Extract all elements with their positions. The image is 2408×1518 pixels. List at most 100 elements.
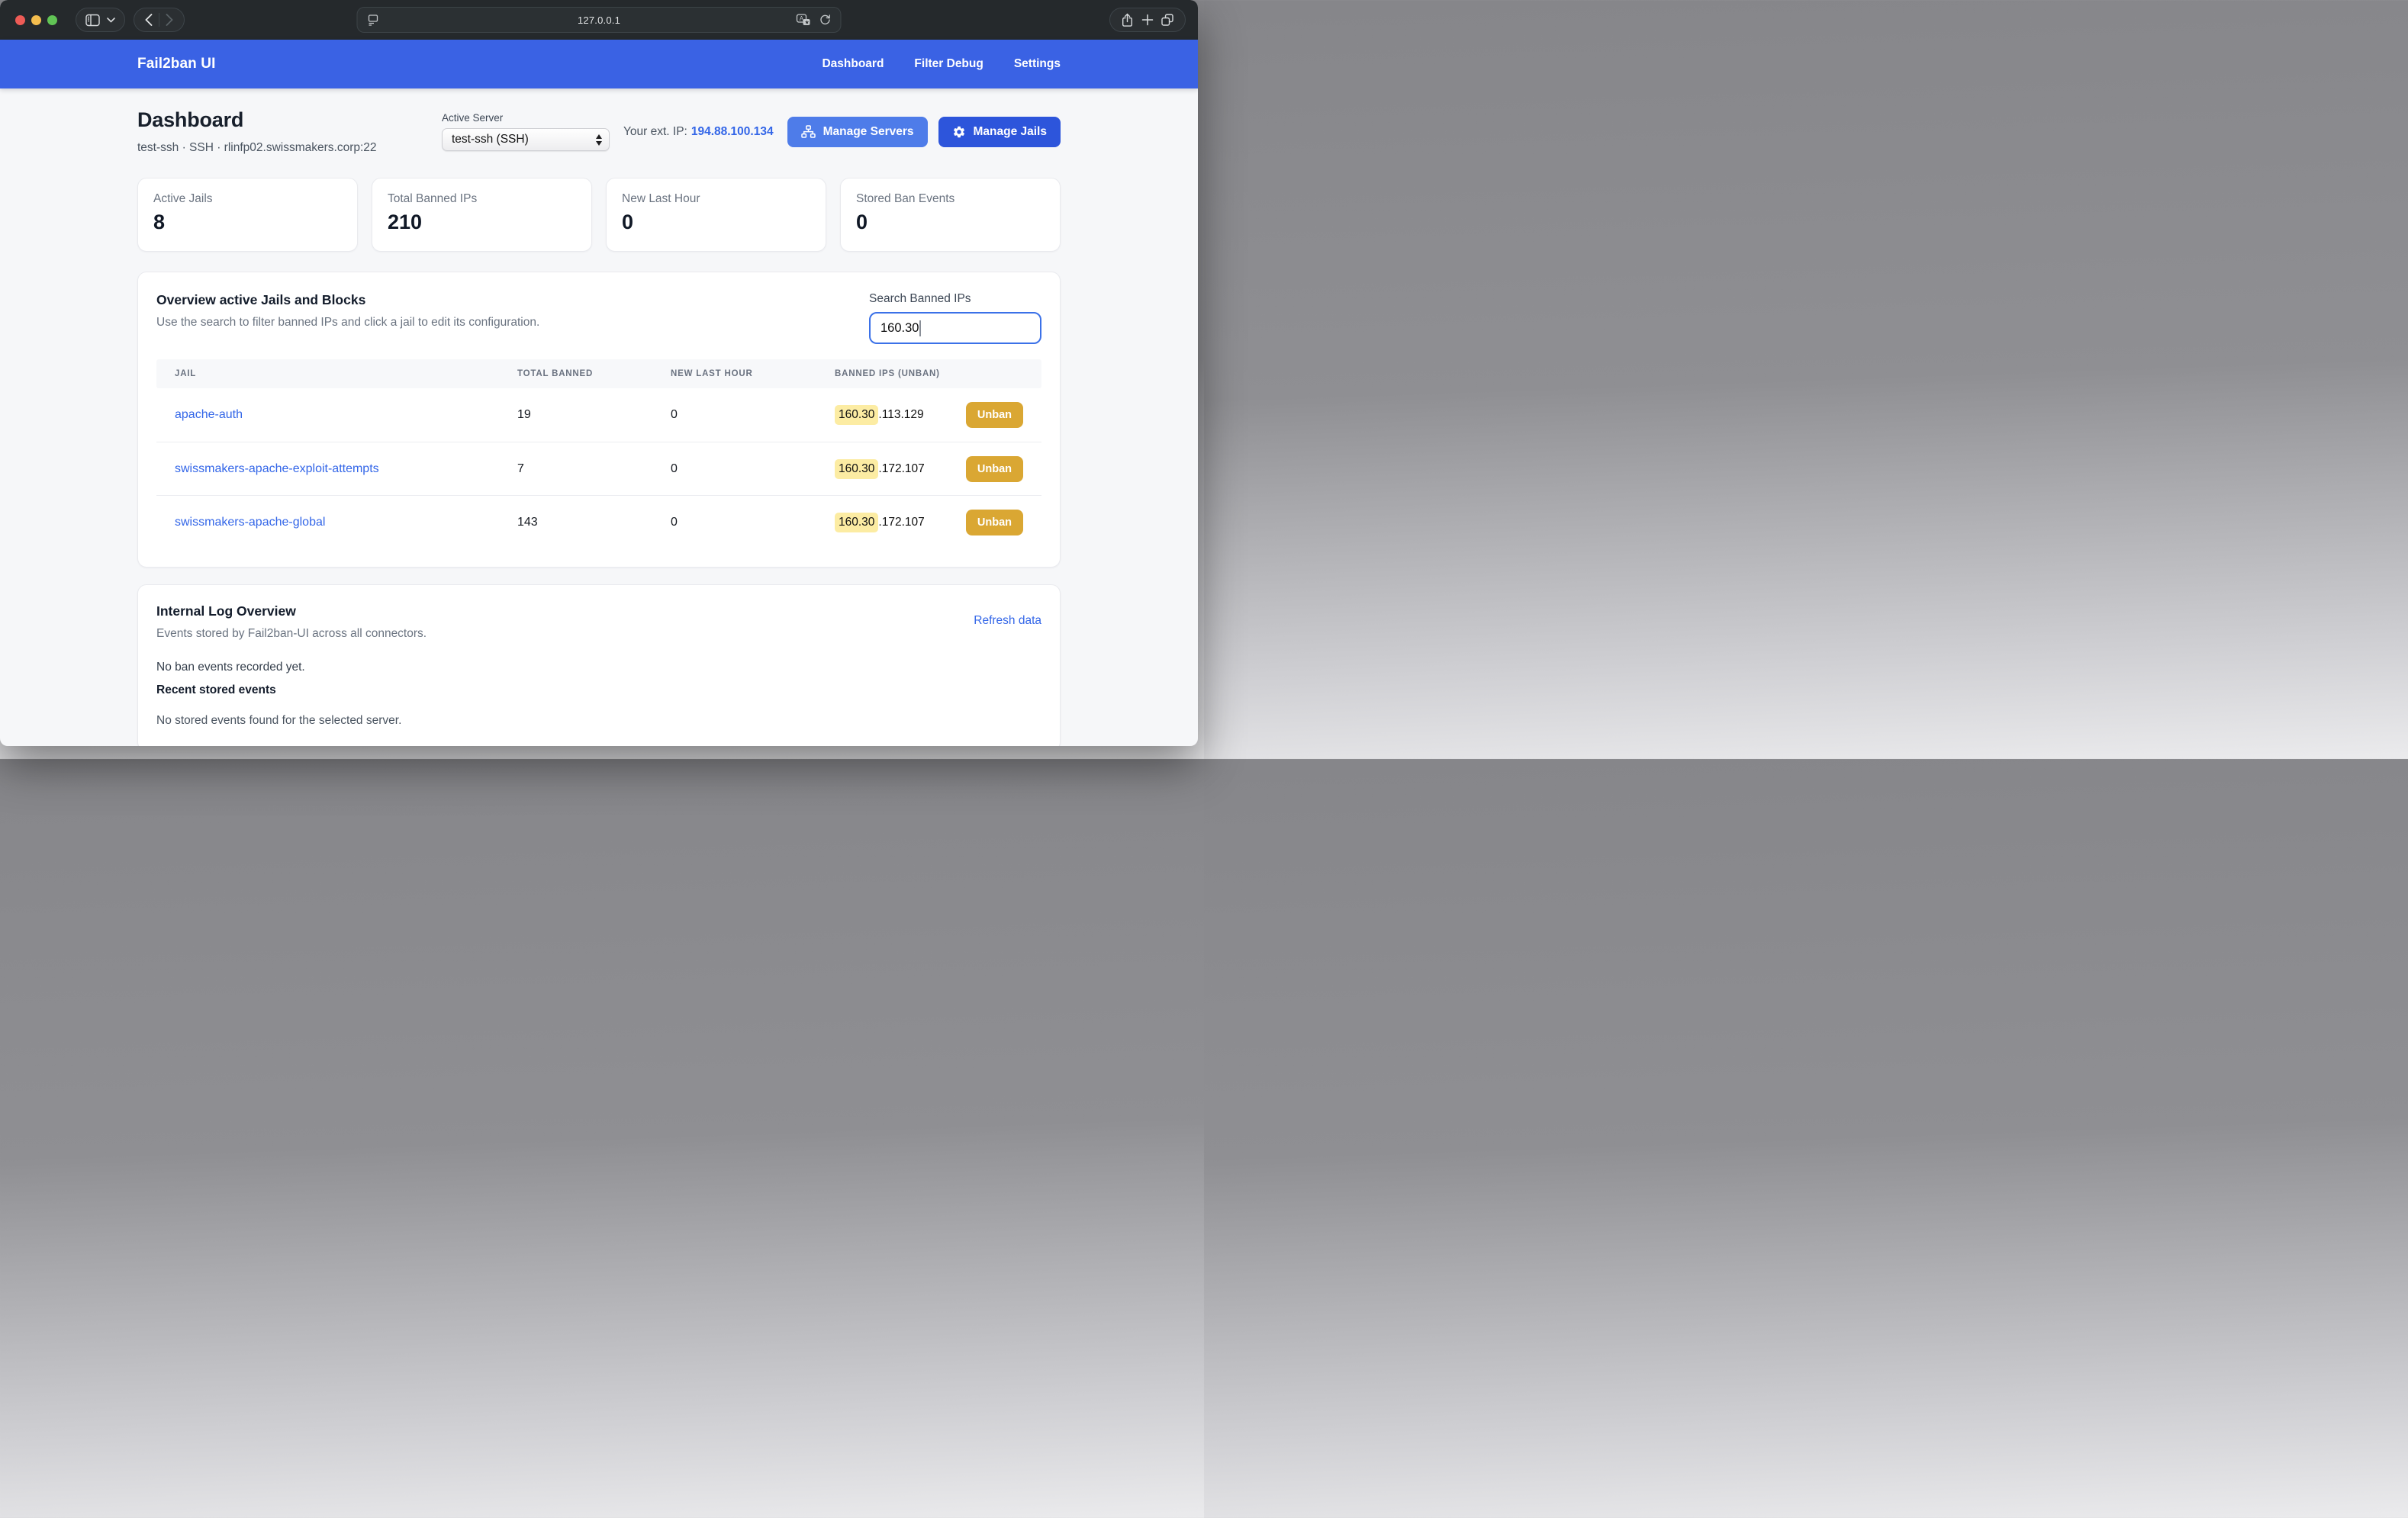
fullscreen-window-button[interactable] bbox=[47, 15, 57, 25]
total-banned-value: 143 bbox=[517, 516, 671, 529]
refresh-data-link[interactable]: Refresh data bbox=[974, 614, 1041, 628]
overview-title: Overview active Jails and Blocks bbox=[156, 292, 539, 308]
app-navbar: Fail2ban UI Dashboard Filter Debug Setti… bbox=[0, 40, 1198, 88]
stat-card-total-banned: Total Banned IPs 210 bbox=[372, 178, 592, 252]
total-banned-value: 7 bbox=[517, 462, 671, 476]
ip-rest: .113.129 bbox=[878, 408, 923, 422]
stat-card-stored-ban-events: Stored Ban Events 0 bbox=[840, 178, 1061, 252]
column-header-total-banned: TOTAL BANNED bbox=[517, 369, 671, 378]
total-banned-value: 19 bbox=[517, 408, 671, 422]
stat-card-new-last-hour: New Last Hour 0 bbox=[606, 178, 826, 252]
back-button[interactable] bbox=[139, 9, 159, 31]
select-stepper-icon bbox=[596, 134, 602, 146]
page-subtitle: test-ssh · SSH · rlinfp02.swissmakers.co… bbox=[137, 141, 377, 155]
no-ban-events-text: No ban events recorded yet. bbox=[156, 661, 1041, 674]
jail-link[interactable]: swissmakers-apache-exploit-attempts bbox=[175, 462, 517, 476]
browser-window: 127.0.0.1 A ★ bbox=[0, 0, 1198, 746]
history-navigation bbox=[134, 8, 185, 32]
stats-row: Active Jails 8 Total Banned IPs 210 New … bbox=[137, 178, 1061, 252]
log-title: Internal Log Overview bbox=[156, 603, 427, 619]
external-ip: Your ext. IP:194.88.100.134 bbox=[623, 125, 774, 139]
unban-button[interactable]: Unban bbox=[966, 510, 1023, 535]
browser-titlebar: 127.0.0.1 A ★ bbox=[0, 0, 1198, 40]
ip-search-highlight: 160.30 bbox=[835, 459, 878, 479]
unban-button[interactable]: Unban bbox=[966, 402, 1023, 428]
close-window-button[interactable] bbox=[15, 15, 25, 25]
search-input-value: 160.30 bbox=[880, 321, 919, 336]
minimize-window-button[interactable] bbox=[31, 15, 41, 25]
stat-value: 8 bbox=[153, 211, 342, 234]
column-header-new-last-hour: NEW LAST HOUR bbox=[671, 369, 835, 378]
share-icon[interactable] bbox=[1121, 13, 1134, 27]
new-last-hour-value: 0 bbox=[671, 408, 835, 422]
page-header: Dashboard test-ssh · SSH · rlinfp02.swis… bbox=[137, 108, 1061, 155]
ip-search-highlight: 160.30 bbox=[835, 513, 878, 532]
address-bar[interactable]: 127.0.0.1 A ★ bbox=[357, 7, 842, 33]
banned-ip: 160.30.113.129 bbox=[835, 405, 924, 425]
nav-link-filter-debug[interactable]: Filter Debug bbox=[914, 57, 983, 71]
sidebar-icon bbox=[85, 14, 100, 27]
search-banned-ips-input[interactable]: 160.30 bbox=[869, 312, 1041, 344]
ip-rest: .172.107 bbox=[878, 462, 924, 476]
reload-icon[interactable] bbox=[819, 14, 832, 26]
stat-card-active-jails: Active Jails 8 bbox=[137, 178, 358, 252]
chevron-down-icon bbox=[107, 18, 115, 23]
page-title: Dashboard bbox=[137, 108, 377, 132]
column-header-banned-ips: BANNED IPS (UNBAN) bbox=[835, 369, 1023, 378]
svg-text:★: ★ bbox=[805, 19, 810, 25]
active-server-select[interactable]: test-ssh (SSH) bbox=[442, 128, 610, 151]
brand-link[interactable]: Fail2ban UI bbox=[137, 56, 215, 72]
banned-ip: 160.30.172.107 bbox=[835, 513, 925, 532]
search-banned-ips-label: Search Banned IPs bbox=[869, 292, 1041, 306]
forward-button[interactable] bbox=[159, 9, 179, 31]
nav-links: Dashboard Filter Debug Settings bbox=[822, 57, 1061, 71]
stat-label: New Last Hour bbox=[622, 192, 810, 206]
new-tab-icon[interactable] bbox=[1141, 14, 1154, 26]
table-row: swissmakers-apache-exploit-attempts 7 0 … bbox=[156, 442, 1041, 495]
jails-table-header: JAIL TOTAL BANNED NEW LAST HOUR BANNED I… bbox=[156, 359, 1041, 388]
no-stored-events-text: No stored events found for the selected … bbox=[156, 714, 1041, 728]
page-content: Dashboard test-ssh · SSH · rlinfp02.swis… bbox=[0, 88, 1198, 746]
manage-jails-label: Manage Jails bbox=[974, 125, 1048, 139]
manage-servers-label: Manage Servers bbox=[823, 125, 914, 139]
sitemap-icon bbox=[801, 125, 816, 138]
manage-jails-button[interactable]: Manage Jails bbox=[938, 117, 1061, 147]
translate-icon[interactable]: A ★ bbox=[797, 14, 812, 27]
banned-ip: 160.30.172.107 bbox=[835, 459, 925, 479]
tab-overview-icon[interactable] bbox=[1161, 13, 1174, 27]
ip-rest: .172.107 bbox=[878, 516, 924, 529]
log-subtitle: Events stored by Fail2ban-UI across all … bbox=[156, 627, 427, 641]
nav-link-dashboard[interactable]: Dashboard bbox=[822, 57, 884, 71]
traffic-lights bbox=[15, 15, 57, 25]
stat-label: Active Jails bbox=[153, 192, 342, 206]
new-last-hour-value: 0 bbox=[671, 516, 835, 529]
new-last-hour-value: 0 bbox=[671, 462, 835, 476]
window-toolbar-buttons bbox=[1109, 8, 1186, 32]
jail-link[interactable]: swissmakers-apache-global bbox=[175, 516, 517, 529]
stat-label: Total Banned IPs bbox=[388, 192, 576, 206]
stat-value: 0 bbox=[856, 211, 1045, 234]
gear-icon bbox=[952, 125, 966, 139]
column-header-jail: JAIL bbox=[175, 369, 517, 378]
stat-value: 0 bbox=[622, 211, 810, 234]
ip-search-highlight: 160.30 bbox=[835, 405, 878, 425]
unban-button[interactable]: Unban bbox=[966, 456, 1023, 482]
external-ip-value[interactable]: 194.88.100.134 bbox=[691, 125, 774, 138]
url-text: 127.0.0.1 bbox=[358, 14, 841, 26]
stat-label: Stored Ban Events bbox=[856, 192, 1045, 206]
active-server-value: test-ssh (SSH) bbox=[452, 133, 529, 146]
jail-link[interactable]: apache-auth bbox=[175, 408, 517, 422]
stat-value: 210 bbox=[388, 211, 576, 234]
manage-servers-button[interactable]: Manage Servers bbox=[787, 117, 928, 147]
recent-stored-events-title: Recent stored events bbox=[156, 683, 1041, 697]
table-row: apache-auth 19 0 160.30.113.129 Unban bbox=[156, 388, 1041, 442]
nav-link-settings[interactable]: Settings bbox=[1014, 57, 1061, 71]
internal-log-card: Internal Log Overview Events stored by F… bbox=[137, 584, 1061, 746]
overview-card: Overview active Jails and Blocks Use the… bbox=[137, 272, 1061, 568]
active-server-label: Active Server bbox=[442, 112, 610, 124]
jails-table: JAIL TOTAL BANNED NEW LAST HOUR BANNED I… bbox=[156, 359, 1041, 548]
table-row: swissmakers-apache-global 143 0 160.30.1… bbox=[156, 495, 1041, 548]
overview-subtitle: Use the search to filter banned IPs and … bbox=[156, 316, 539, 330]
sidebar-toggle-button[interactable] bbox=[76, 8, 125, 32]
text-caret bbox=[919, 320, 921, 336]
